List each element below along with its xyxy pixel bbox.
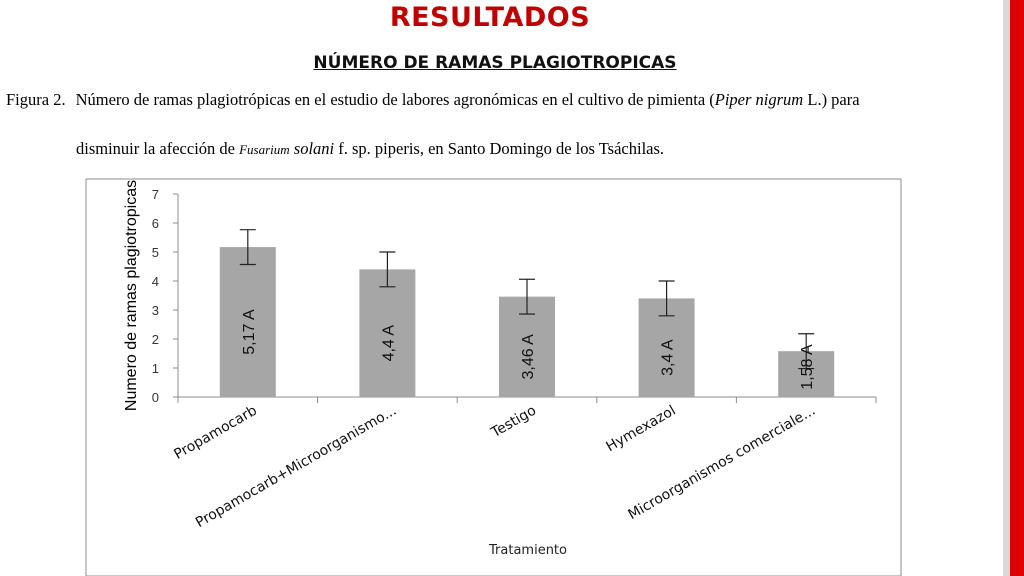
figure-caption-line-2: disminuir la afección de Fusarium solani…	[76, 139, 664, 159]
caption-species: Piper nigrum	[714, 90, 804, 109]
caption-epithet: solani	[289, 139, 335, 158]
y-axis-title: Numero de ramas plagiotropicas	[123, 180, 140, 411]
figure-caption-line-1: Figura 2. Número de ramas plagiotrópicas …	[6, 90, 860, 110]
bar-data-label: 3,46 A	[520, 334, 537, 380]
slide-title: RESULTADOS	[389, 2, 591, 33]
slide-subtitle: NÚMERO DE RAMAS PLAGIOTROPICAS	[313, 53, 677, 73]
bar	[219, 247, 276, 397]
caption-text-b: L.) para	[803, 90, 860, 109]
bar-data-label: 5,17 A	[241, 309, 258, 355]
caption-text-a: Número de ramas plagiotrópicas en el est…	[75, 90, 715, 109]
bar-data-label: 4,4 A	[380, 325, 397, 362]
y-tick-label: 4	[152, 274, 159, 289]
caption-figure-number: Figura 2.	[6, 90, 66, 109]
y-tick-label: 7	[152, 187, 159, 202]
y-tick-label: 5	[152, 245, 159, 260]
right-edge-grey-stripe	[1003, 0, 1010, 576]
y-tick-label: 0	[152, 390, 159, 405]
chart-bars	[219, 229, 835, 397]
caption-genus: Fusarium	[239, 142, 290, 157]
y-tick-label: 1	[152, 361, 159, 376]
bar-data-label: 3,4 A	[660, 339, 677, 376]
bar-data-label: 1,58 A	[799, 344, 816, 390]
caption-text-d: f. sp. piperis, en Santo Domingo de los …	[334, 139, 665, 158]
caption-text-c: disminuir la afección de	[76, 139, 240, 158]
y-tick-label: 6	[152, 216, 159, 231]
x-axis-title: Tratamiento	[488, 543, 567, 558]
y-tick-label: 3	[152, 303, 159, 318]
right-edge-red-stripe	[1010, 0, 1024, 576]
y-tick-label: 2	[152, 332, 159, 347]
bar	[359, 269, 416, 397]
